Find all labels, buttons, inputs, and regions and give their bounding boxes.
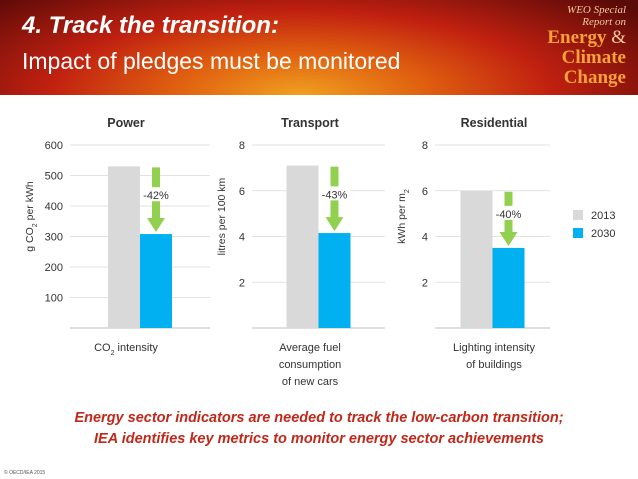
residential-change-label: -40%: [496, 209, 522, 221]
residential-category-label: Lighting intensity: [453, 342, 535, 354]
power-category-label: CO2 intensity: [94, 342, 158, 357]
transport-change-label: -43%: [322, 189, 348, 201]
transport-category-label: Average fuel: [279, 342, 341, 354]
header-banner: 4. Track the transition: Impact of pledg…: [0, 0, 638, 95]
charts-area: Power 100 200 300 400 500 600 g CO2 per kWh -42%…: [0, 100, 638, 400]
residential-y-axis-label: kWh per m2: [396, 189, 411, 244]
transport-tick-label: 2: [239, 277, 245, 289]
legend-label-2013: 2013: [591, 210, 615, 222]
transport-y-axis-label: litres per 100 km: [216, 177, 228, 255]
charts-svg: Power 100 200 300 400 500 600 g CO2 per kWh -42%…: [24, 116, 615, 388]
power-tick-label: 100: [45, 293, 63, 305]
power-tick-label: 300: [45, 232, 63, 244]
legend-swatch-2030: [573, 228, 583, 238]
report-brand-climate: Climate: [561, 47, 626, 68]
footer-message: Energy sector indicators are needed to t…: [0, 408, 638, 450]
power-change-label: -42%: [143, 190, 169, 202]
power-tick-label: 600: [45, 140, 63, 152]
residential-tick-label: 8: [422, 140, 428, 152]
power-tick-label: 400: [45, 201, 63, 213]
residential-change-label-bg: [492, 205, 525, 220]
slide-subtitle: Impact of pledges must be monitored: [22, 48, 401, 74]
power-chart-title: Power: [107, 116, 145, 130]
transport-bar-2030: [318, 233, 351, 328]
report-brand-1: Energy: [547, 27, 607, 48]
report-label-2: Report on: [582, 16, 626, 28]
report-brand-energy: Energy &: [516, 28, 626, 48]
legend-label-2030: 2030: [591, 228, 615, 240]
residential-category-label: of buildings: [466, 359, 522, 371]
transport-tick-label: 8: [239, 140, 245, 152]
copyright: © OECD/IEA 2015: [4, 470, 46, 476]
report-brand-amp: &: [611, 27, 626, 48]
residential-tick-label: 6: [422, 186, 428, 198]
power-tick-label: 500: [45, 171, 63, 183]
slide-title: 4. Track the transition:: [22, 12, 279, 39]
residential-bar-2030: [492, 247, 525, 328]
transport-tick-label: 4: [239, 232, 245, 244]
power-change-label-bg: [140, 187, 172, 202]
residential-chart-title: Residential: [461, 116, 528, 130]
power-bar-2013: [108, 166, 140, 328]
footer-line-2: IEA identifies key metrics to monitor en…: [94, 431, 544, 447]
power-tick-label: 200: [45, 262, 63, 274]
residential-tick-label: 4: [422, 232, 428, 244]
transport-tick-label: 6: [239, 186, 245, 198]
power-y-axis-label: g CO2 per kWh: [24, 181, 39, 252]
legend-swatch-2013: [573, 210, 583, 220]
power-bar-2030: [140, 234, 172, 328]
transport-category-label: of new cars: [282, 376, 339, 388]
transport-category-label: consumption: [279, 359, 341, 371]
transport-bar-2013: [286, 165, 319, 328]
residential-bar-2013: [460, 190, 493, 328]
report-logo: WEO Special Report on Energy & Climate C…: [516, 4, 626, 88]
residential-tick-label: 2: [422, 277, 428, 289]
transport-chart-title: Transport: [281, 116, 339, 130]
report-label-1: WEO Special: [567, 4, 626, 16]
report-brand-change: Change: [563, 67, 626, 88]
transport-change-label-bg: [318, 186, 351, 201]
footer-line-1: Energy sector indicators are needed to t…: [74, 410, 564, 426]
